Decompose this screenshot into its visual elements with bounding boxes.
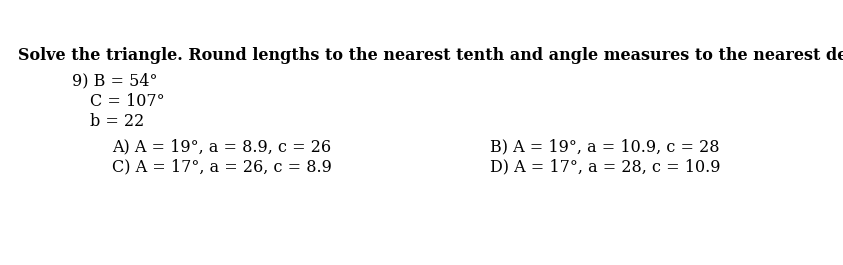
Text: Solve the triangle. Round lengths to the nearest tenth and angle measures to the: Solve the triangle. Round lengths to the…	[18, 47, 843, 64]
Text: C) A = 17°, a = 26, c = 8.9: C) A = 17°, a = 26, c = 8.9	[112, 158, 332, 175]
Text: B) A = 19°, a = 10.9, c = 28: B) A = 19°, a = 10.9, c = 28	[490, 138, 719, 155]
Text: 9) B = 54°: 9) B = 54°	[72, 72, 158, 89]
Text: b = 22: b = 22	[90, 113, 144, 130]
Text: A) A = 19°, a = 8.9, c = 26: A) A = 19°, a = 8.9, c = 26	[112, 138, 331, 155]
Text: D) A = 17°, a = 28, c = 10.9: D) A = 17°, a = 28, c = 10.9	[490, 158, 721, 175]
Text: C = 107°: C = 107°	[90, 93, 164, 110]
